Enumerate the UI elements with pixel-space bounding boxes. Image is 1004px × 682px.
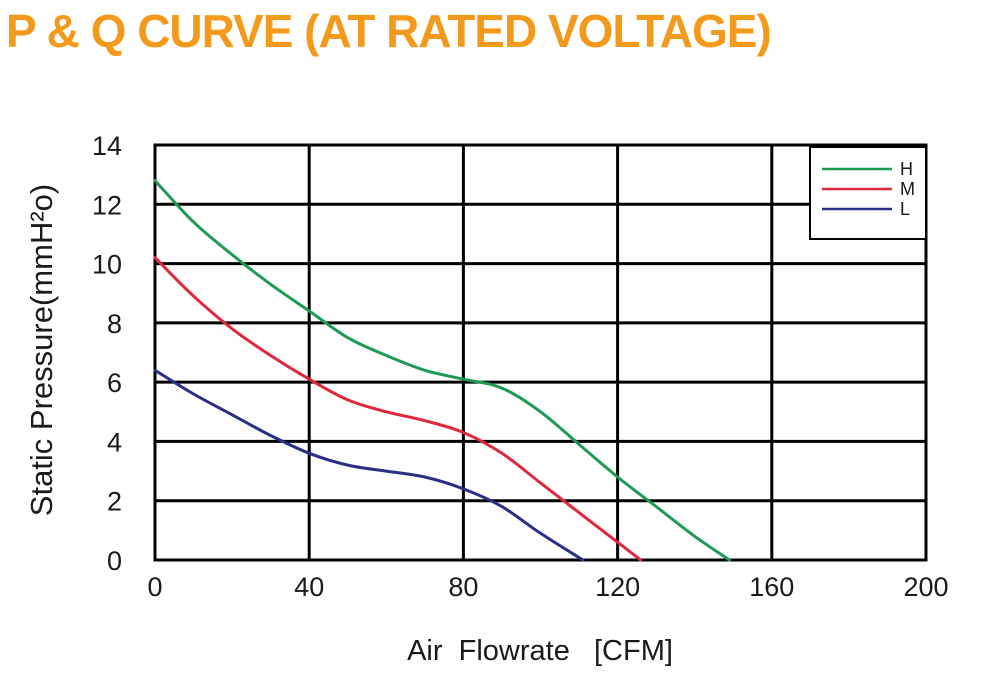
y-axis-label: Static Pressure(mmH²o): [24, 184, 59, 516]
y-tick-label-2: 2: [107, 487, 122, 517]
x-tick-label-80: 80: [448, 572, 478, 602]
x-tick-label-200: 200: [903, 572, 948, 602]
x-tick-label-120: 120: [595, 572, 640, 602]
legend-box: [809, 146, 927, 240]
tick-labels: 0 40 80 120 160 200 0 2 4 6 8 10 12 14: [92, 131, 949, 602]
y-tick-label-14: 14: [92, 131, 122, 161]
legend-label-L: L: [900, 199, 910, 219]
y-tick-label-8: 8: [107, 309, 122, 339]
x-tick-label-160: 160: [749, 572, 794, 602]
y-tick-label-10: 10: [92, 250, 122, 280]
x-tick-label-40: 40: [294, 572, 324, 602]
series-line-M: [153, 256, 643, 562]
series-line-H: [153, 179, 731, 562]
series-line-L: [153, 368, 585, 562]
y-tick-label-12: 12: [92, 190, 122, 220]
plot-border: [153, 143, 928, 562]
y-tick-label-6: 6: [107, 368, 122, 398]
chart-title: P & Q CURVE (AT RATED VOLTAGE): [6, 5, 772, 57]
legend-label-H: H: [900, 159, 913, 179]
legend-label-M: M: [900, 179, 915, 199]
y-tick-label-4: 4: [107, 427, 122, 457]
x-tick-label-0: 0: [147, 572, 162, 602]
y-tick-label-0: 0: [107, 546, 122, 576]
x-axis-label: Air Flowrate [CFM]: [407, 635, 673, 667]
legend: HML: [809, 146, 927, 240]
series-lines: [153, 179, 731, 562]
plot-frame: [153, 143, 928, 562]
